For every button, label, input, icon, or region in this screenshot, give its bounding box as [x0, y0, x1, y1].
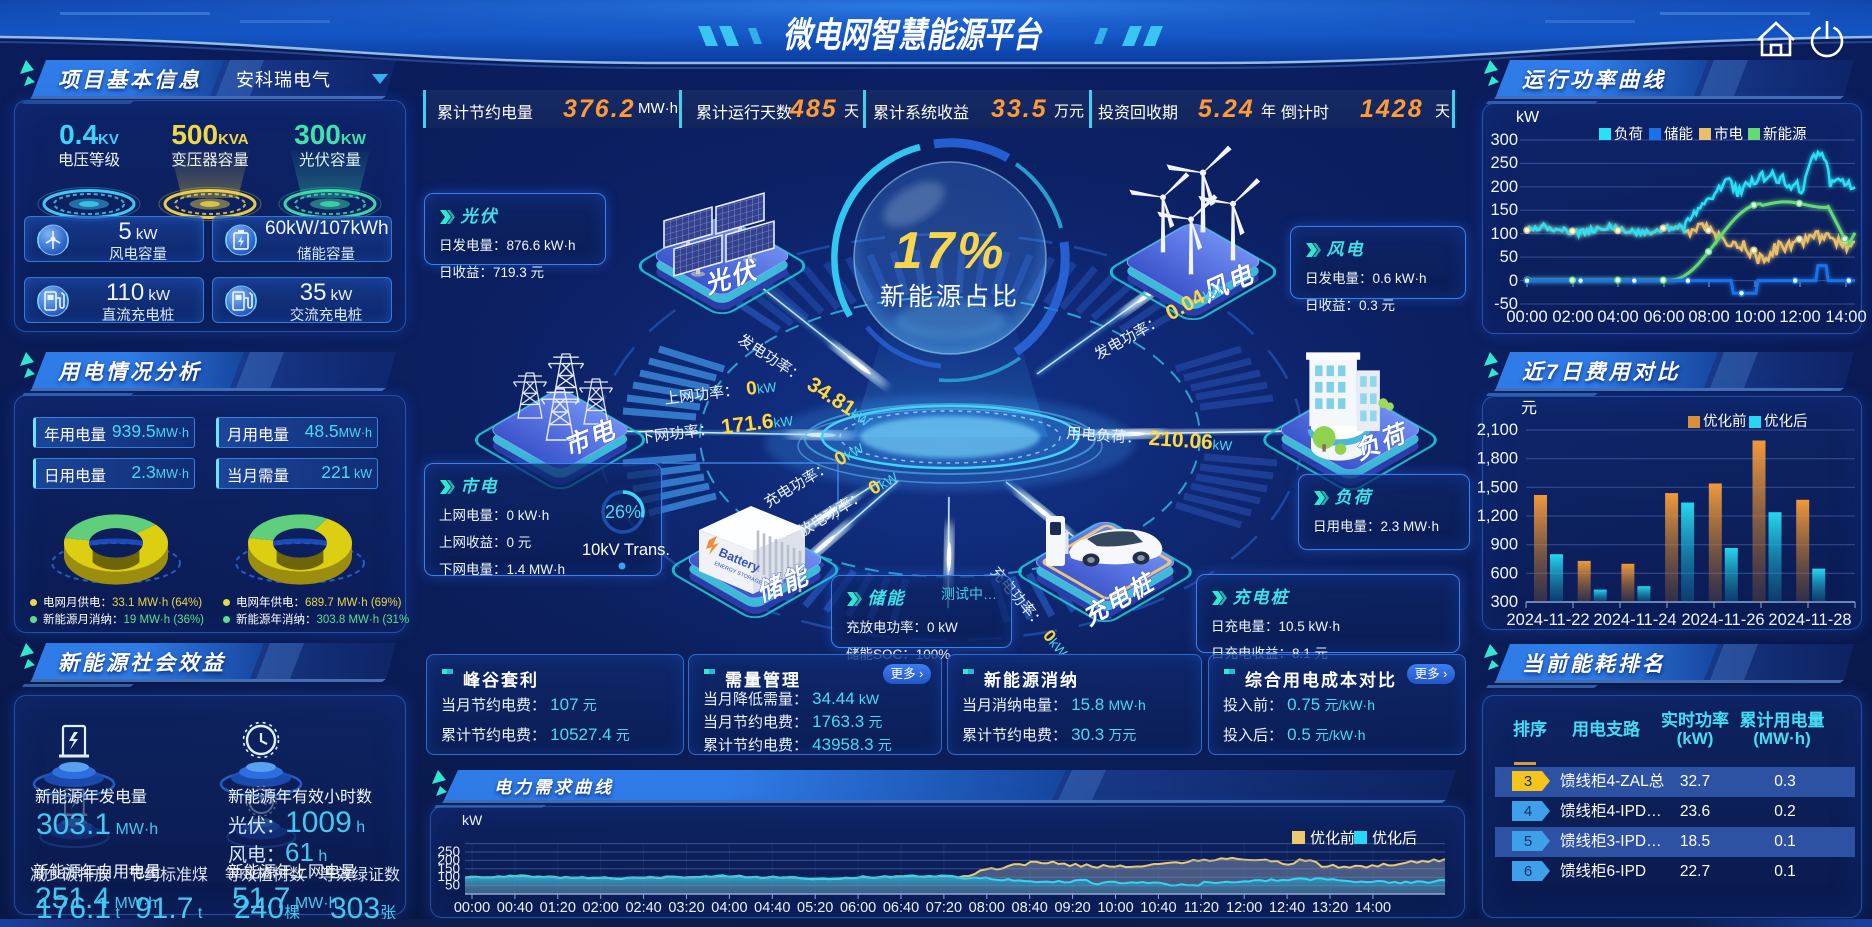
- svg-text:26%: 26%: [605, 502, 641, 522]
- svg-text:10kV Trans.: 10kV Trans.: [582, 541, 670, 559]
- svg-text:微电网智慧能源平台: 微电网智慧能源平台: [783, 16, 1043, 55]
- svg-text:新能源占比: 新能源占比: [880, 283, 1020, 311]
- svg-text:0kW: 0kW: [745, 375, 778, 400]
- svg-text:500KVA: 500KVA: [171, 119, 248, 150]
- svg-text:上网功率：: 上网功率：: [663, 382, 740, 408]
- svg-text:300KW: 300KW: [294, 119, 367, 150]
- svg-text:用电负荷：: 用电负荷：: [1066, 425, 1142, 447]
- svg-text:电压等级: 电压等级: [58, 151, 120, 169]
- svg-text:下网功率：: 下网功率：: [638, 421, 715, 447]
- svg-text:0.4KV: 0.4KV: [59, 119, 119, 150]
- svg-text:17%: 17%: [893, 222, 1006, 280]
